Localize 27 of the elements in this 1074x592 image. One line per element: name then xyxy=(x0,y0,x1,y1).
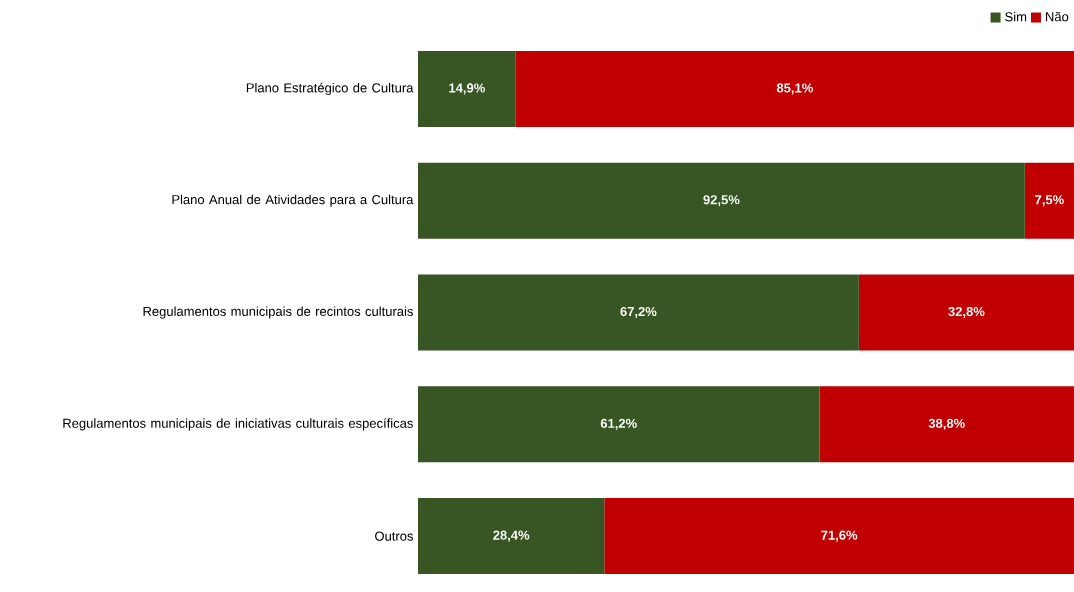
bar xyxy=(418,386,820,463)
bar xyxy=(418,498,605,575)
data-label: 28,4% xyxy=(493,530,530,542)
bar xyxy=(515,50,1074,127)
bar xyxy=(418,50,516,127)
bar xyxy=(819,386,1074,463)
legend-label: Não xyxy=(1046,11,1069,22)
data-label: 92,5% xyxy=(703,195,740,207)
y-tick-label: Regulamentos municipais de recintos culturais xyxy=(143,306,413,319)
bar xyxy=(604,498,1074,575)
data-label: 32,8% xyxy=(948,306,985,319)
y-tick-label: Plano Anual de Atividades para a Cultura xyxy=(172,194,414,207)
data-label: 38,8% xyxy=(928,418,965,430)
data-label: 14,9% xyxy=(449,83,485,95)
bar xyxy=(418,162,1025,239)
bar xyxy=(1024,162,1074,239)
bar xyxy=(858,274,1074,351)
data-label: 85,1% xyxy=(776,83,813,95)
data-label: 61,2% xyxy=(600,418,637,430)
y-tick-label: Outros xyxy=(375,531,413,541)
y-tick-label: Regulamentos municipais de iniciativas culturais específicas xyxy=(63,418,413,431)
y-tick-label: Plano Estratégico de Cultura xyxy=(246,82,414,96)
bar xyxy=(418,274,859,351)
data-label: 71,6% xyxy=(821,530,858,542)
data-label: 67,2% xyxy=(620,306,657,319)
legend-label: Sim xyxy=(1005,11,1027,22)
data-label: 7,5% xyxy=(1035,195,1064,207)
